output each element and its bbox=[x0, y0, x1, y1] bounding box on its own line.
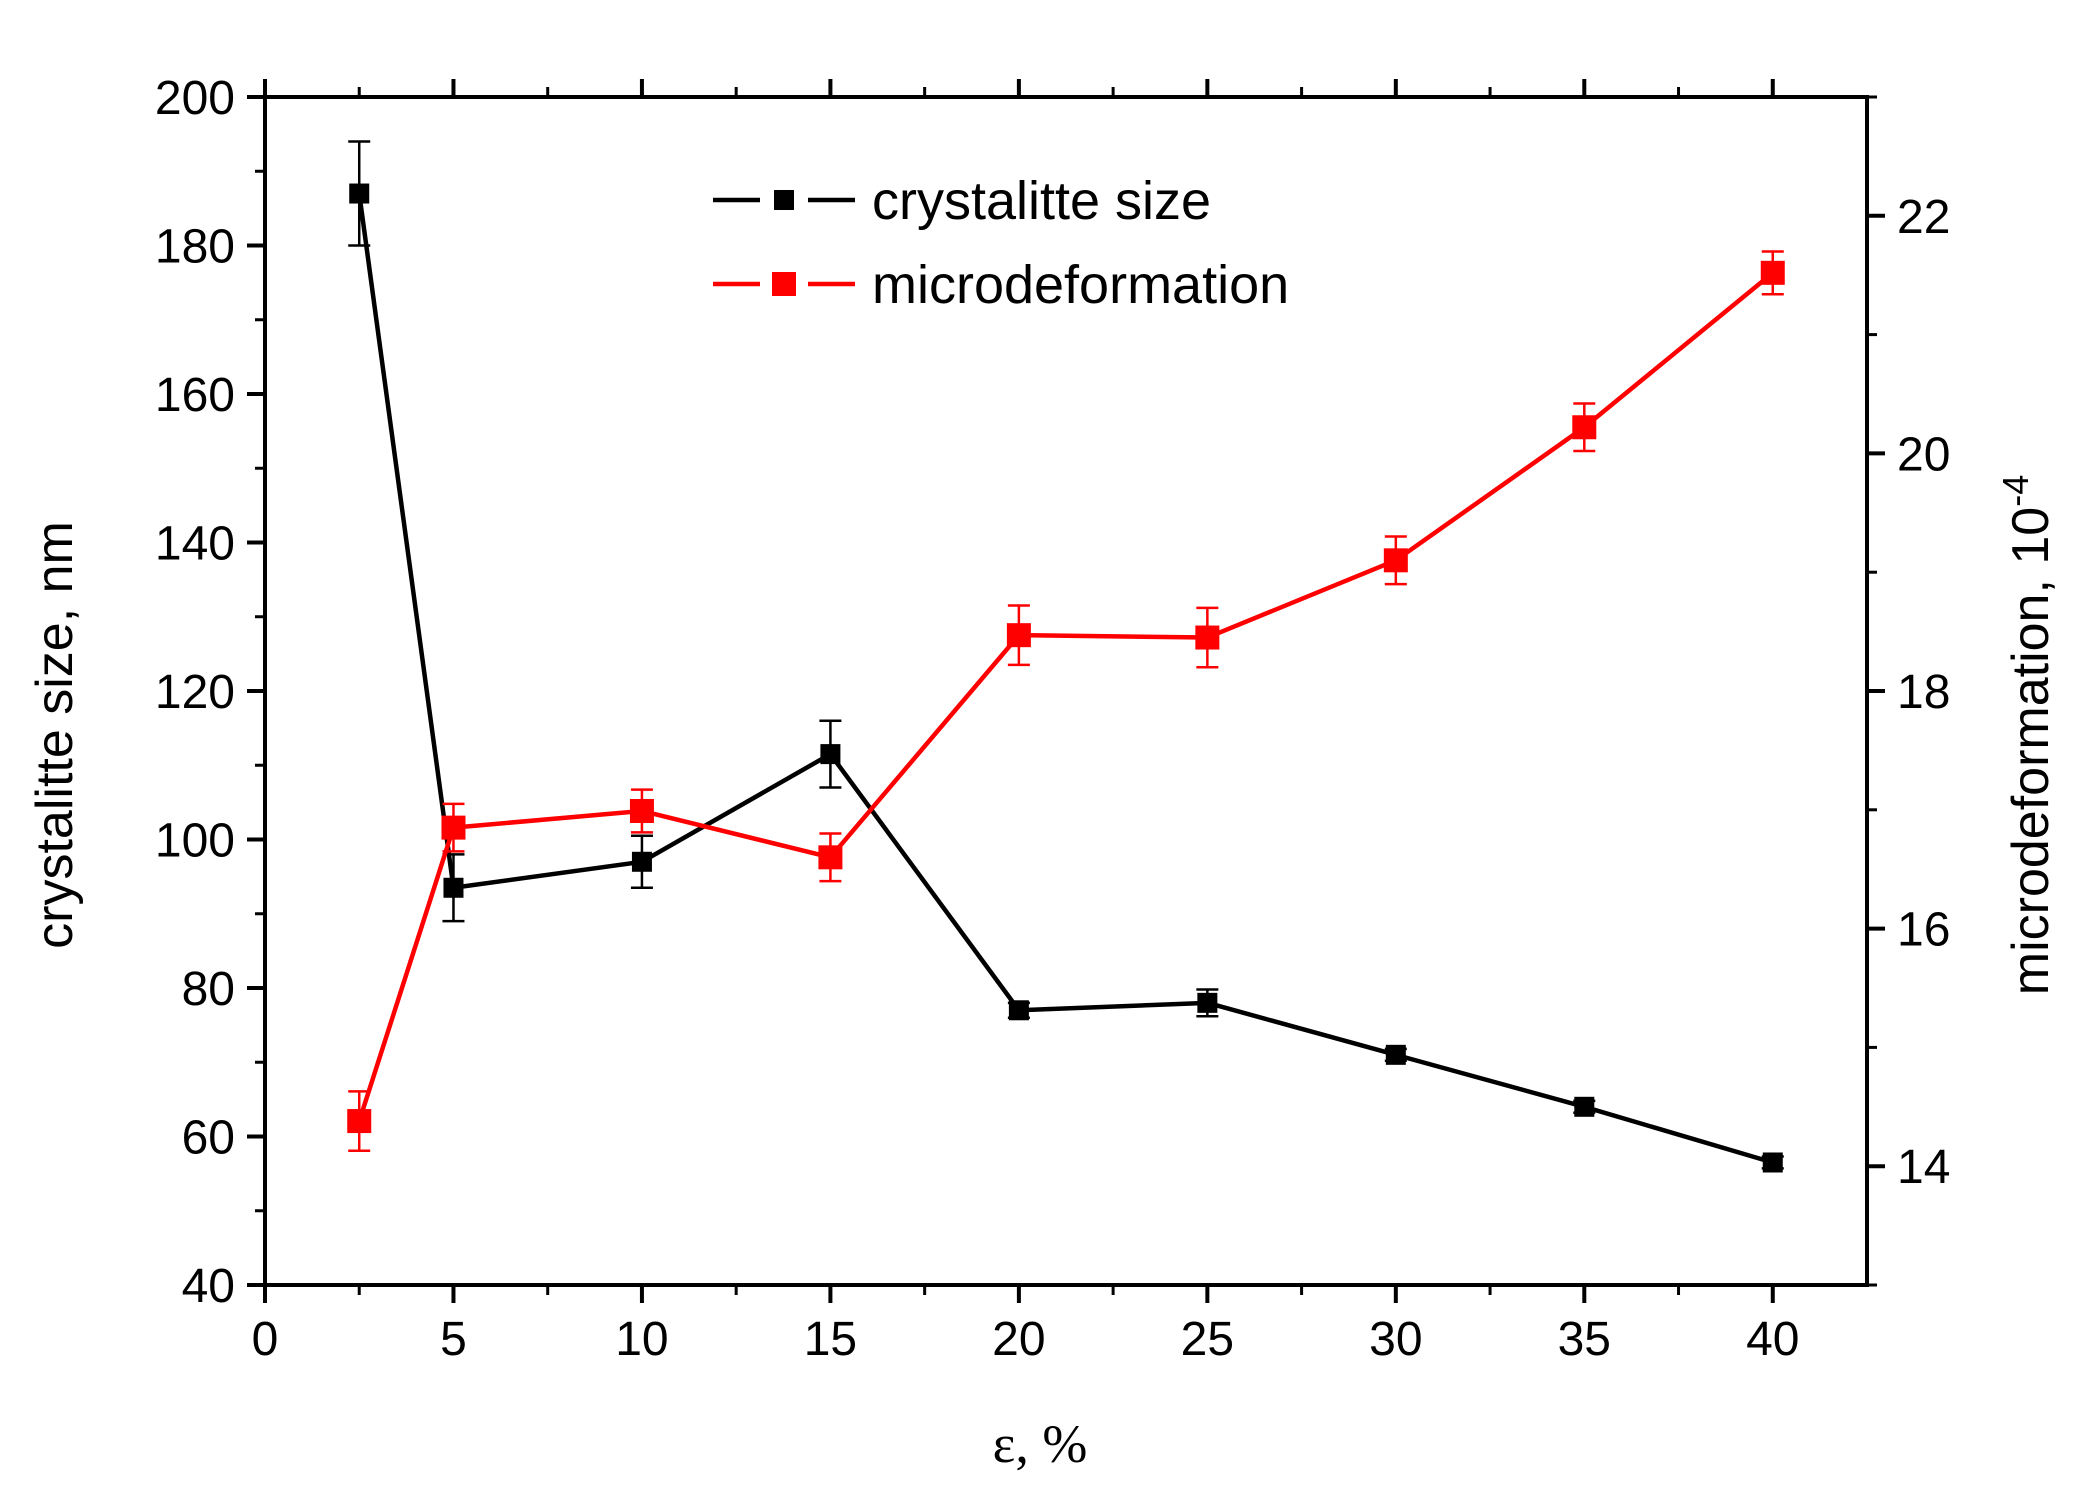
data-point bbox=[631, 851, 652, 872]
legend-label: microdeformation bbox=[872, 255, 1289, 315]
x-tick-label: 10 bbox=[615, 1313, 668, 1366]
x-axis: 0 5 10 15 20 25 30 35 40 bbox=[252, 79, 1799, 1366]
y-axis-right-title-base: microdeformation, 10 bbox=[2002, 507, 2060, 995]
y-left-tick-label: 40 bbox=[182, 1260, 235, 1313]
y-left-tick-label: 80 bbox=[182, 963, 235, 1016]
y-axis-right-title: microdeformation, 10-4 bbox=[1995, 475, 2060, 995]
y-axis-right: 14 16 18 20 22 bbox=[1867, 95, 1950, 1287]
series-line bbox=[357, 271, 1775, 1122]
y-left-tick-label: 140 bbox=[155, 518, 235, 571]
y-axis-left-title: crystalitte size, nm bbox=[26, 521, 84, 949]
legend-item: microdeformation bbox=[713, 255, 1289, 315]
y-axis-right-title-exponent: -4 bbox=[1995, 475, 2036, 507]
series-microdeformation bbox=[347, 250, 1785, 1153]
x-tick-label: 40 bbox=[1746, 1313, 1799, 1366]
x-tick-label: 15 bbox=[804, 1313, 857, 1366]
data-point bbox=[629, 798, 654, 823]
data-point bbox=[818, 845, 843, 870]
y-left-tick-label: 160 bbox=[155, 369, 235, 422]
x-tick-label: 30 bbox=[1369, 1313, 1422, 1366]
legend-item: crystalitte size bbox=[713, 171, 1211, 231]
data-point bbox=[820, 744, 841, 765]
y-right-tick-label: 22 bbox=[1897, 191, 1950, 244]
data-point bbox=[1760, 260, 1785, 285]
data-point bbox=[1762, 1152, 1783, 1173]
data-point bbox=[1008, 1000, 1029, 1021]
data-point bbox=[443, 877, 464, 898]
x-tick-label: 20 bbox=[992, 1313, 1045, 1366]
x-tick-label: 35 bbox=[1558, 1313, 1611, 1366]
x-tick-label: 0 bbox=[252, 1313, 279, 1366]
y-axis-left: 40 60 80 100 120 140 160 180 200 bbox=[155, 72, 265, 1313]
y-right-tick-label: 18 bbox=[1897, 666, 1950, 719]
x-axis-title: ε, % bbox=[993, 1414, 1088, 1474]
legend-label: crystalitte size bbox=[872, 171, 1211, 231]
data-point bbox=[1383, 548, 1408, 573]
x-tick-label: 5 bbox=[440, 1313, 467, 1366]
y-left-tick-label: 100 bbox=[155, 815, 235, 868]
y-left-tick-label: 180 bbox=[155, 221, 235, 274]
y-right-tick-label: 14 bbox=[1897, 1141, 1950, 1194]
data-point bbox=[1195, 625, 1220, 650]
data-point bbox=[347, 1109, 372, 1134]
y-left-tick-label: 120 bbox=[155, 666, 235, 719]
data-point bbox=[1574, 1096, 1595, 1117]
y-right-tick-label: 16 bbox=[1897, 904, 1950, 957]
legend-marker bbox=[774, 190, 794, 210]
legend: crystalitte size microdeformation bbox=[713, 171, 1289, 315]
data-point bbox=[1572, 415, 1597, 440]
x-tick-label: 25 bbox=[1181, 1313, 1234, 1366]
series-layer bbox=[347, 140, 1785, 1173]
legend-marker bbox=[772, 272, 796, 296]
data-point bbox=[1385, 1044, 1406, 1065]
data-point bbox=[1197, 992, 1218, 1013]
data-point bbox=[441, 815, 466, 840]
series-line bbox=[357, 193, 1774, 1165]
y-left-tick-label: 60 bbox=[182, 1112, 235, 1165]
series-crystalitte-size bbox=[348, 140, 1784, 1173]
data-point bbox=[349, 183, 370, 204]
data-point bbox=[1006, 623, 1031, 648]
y-left-tick-label: 200 bbox=[155, 72, 235, 125]
y-right-tick-label: 20 bbox=[1897, 428, 1950, 481]
